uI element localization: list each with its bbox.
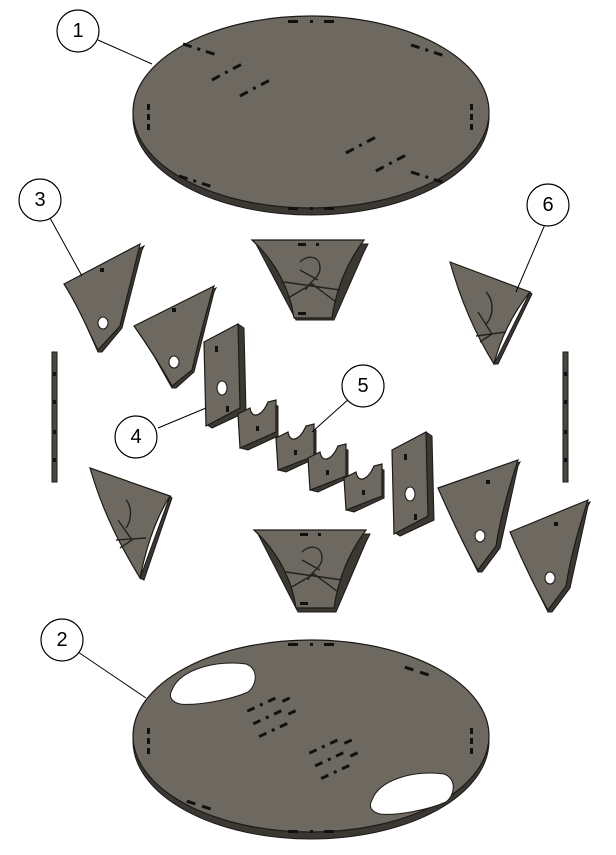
balloon-6-label: 6 — [542, 194, 553, 216]
balloon-1-label: 1 — [72, 20, 83, 42]
leader-line-4 — [157, 407, 207, 429]
emblem-panel-bottom — [252, 529, 371, 613]
side-panel-upper-left-b — [133, 284, 218, 389]
balloon-3: 3 — [18, 178, 62, 222]
bottom-plate — [132, 639, 490, 840]
emblem-panel-top — [250, 239, 369, 321]
balloon-2: 2 — [40, 618, 84, 662]
balloon-2-label: 2 — [56, 629, 67, 651]
leader-line-1 — [97, 39, 153, 65]
balloon-4-label: 4 — [130, 426, 141, 448]
top-plate — [132, 15, 490, 216]
upright-panel-left — [203, 323, 247, 429]
balloon-3-label: 3 — [34, 189, 45, 211]
balloon-6: 6 — [526, 183, 570, 227]
side-panel-lower-right-a — [437, 459, 521, 573]
balloon-5: 5 — [341, 364, 385, 408]
balloon-5-label: 5 — [357, 375, 368, 397]
saddle-block-4 — [343, 463, 385, 513]
side-panel-lower-right-b — [509, 498, 592, 613]
upright-panel-right — [391, 431, 435, 537]
balloon-1: 1 — [56, 9, 100, 53]
saddle-block-2 — [275, 423, 317, 473]
side-panel-upper-left-a — [63, 242, 146, 353]
side-panel-lower-left — [89, 467, 173, 581]
side-panel-upper-right — [449, 261, 533, 366]
leader-line-6 — [515, 221, 547, 293]
leader-line-5 — [311, 397, 351, 433]
left-rod — [51, 351, 58, 483]
leader-line-2 — [77, 651, 147, 699]
saddle-block-3 — [307, 443, 349, 493]
right-rod — [562, 351, 569, 483]
balloon-4: 4 — [114, 415, 158, 459]
saddle-block-1 — [237, 399, 279, 451]
leader-line-3 — [49, 217, 83, 277]
